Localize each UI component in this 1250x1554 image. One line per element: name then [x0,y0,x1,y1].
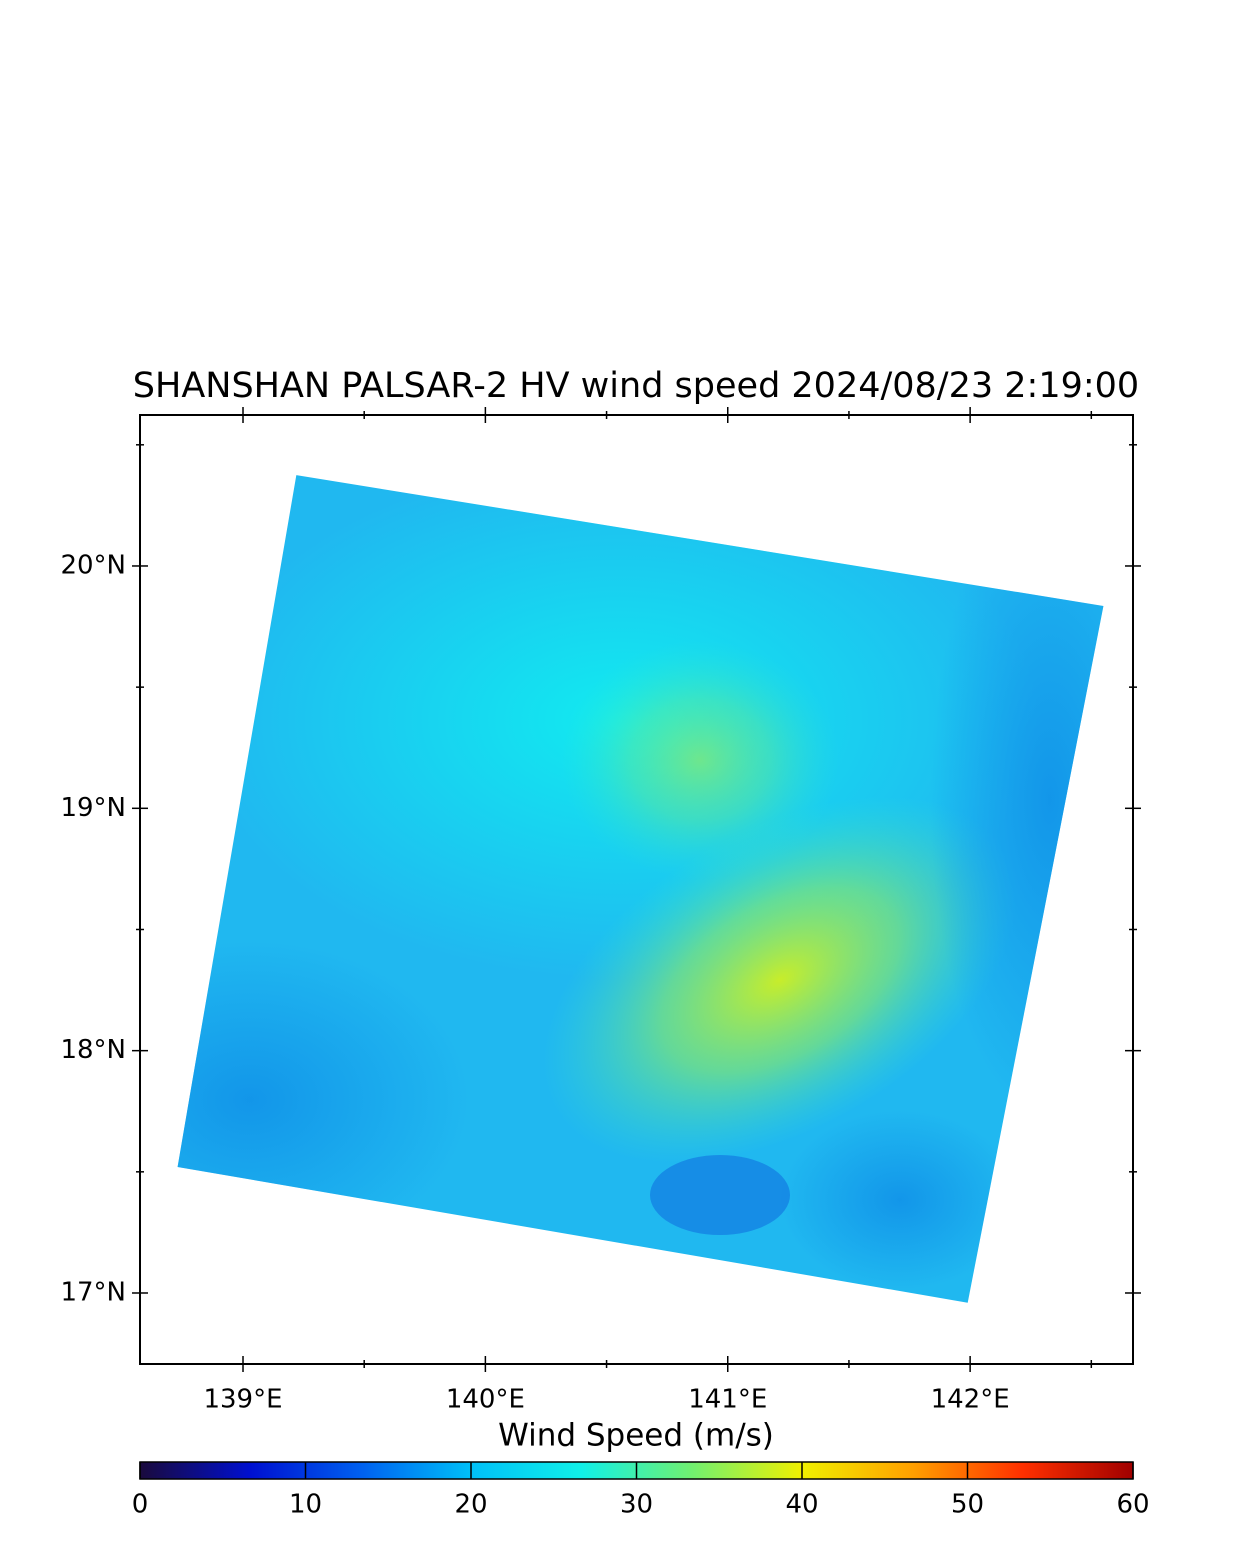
y-tick-label: 20°N [60,550,126,580]
colorbar-tick-label: 40 [785,1490,818,1520]
colorbar-tick-label: 10 [289,1490,322,1520]
x-tick-label: 141°E [688,1385,767,1415]
colorbar-label: Wind Speed (m/s) [498,1418,774,1454]
colorbar-tick-label: 0 [132,1490,149,1520]
wind-field [177,475,1104,1303]
map-frame [139,414,1134,1365]
chart-title: SHANSHAN PALSAR-2 HV wind speed 2024/08/… [133,366,1139,406]
colorbar-tick-label: 50 [951,1490,984,1520]
x-tick-label: 139°E [203,1385,282,1415]
colorbar-tick-label: 30 [620,1490,653,1520]
colorbar-tick-label: 60 [1116,1490,1149,1520]
y-tick-label: 17°N [60,1277,126,1307]
x-tick-label: 140°E [446,1385,525,1415]
colorbar-tick-label: 20 [454,1490,487,1520]
y-tick-label: 19°N [60,793,126,823]
y-tick-label: 18°N [60,1035,126,1065]
x-tick-label: 142°E [931,1385,1010,1415]
